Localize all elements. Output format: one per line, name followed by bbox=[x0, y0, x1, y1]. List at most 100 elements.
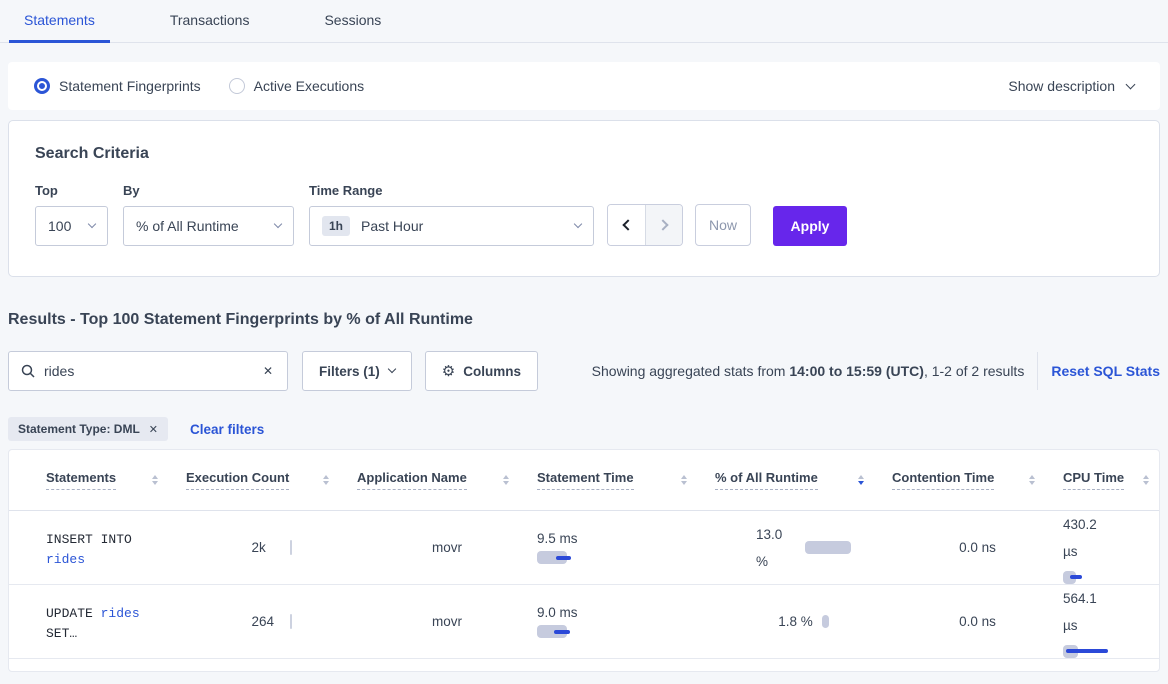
column-header-statement-time[interactable]: Statement Time bbox=[537, 450, 715, 510]
pct-runtime-bar bbox=[821, 615, 829, 628]
chevron-down-icon bbox=[387, 364, 397, 374]
statement-cell: INSERT INTO rides bbox=[46, 532, 132, 567]
statement-time-cell: 9.5 ms bbox=[537, 511, 715, 584]
by-select-value: % of All Runtime bbox=[136, 218, 239, 234]
pct-runtime-bar bbox=[805, 541, 851, 554]
next-time-button[interactable] bbox=[645, 205, 682, 245]
search-criteria-title: Search Criteria bbox=[35, 145, 149, 162]
search-criteria-card: Search Criteria Top 100 By % of All Runt… bbox=[8, 120, 1160, 277]
chevron-left-icon bbox=[622, 219, 634, 231]
filters-label: Filters (1) bbox=[319, 363, 380, 379]
time-range-select[interactable]: 1h Past Hour bbox=[309, 206, 594, 246]
statement-time-bar bbox=[537, 551, 571, 565]
reset-sql-stats-link[interactable]: Reset SQL Stats bbox=[1051, 363, 1160, 379]
column-header-execution-count[interactable]: Execution Count bbox=[186, 450, 357, 510]
results-controls: ✕ Filters (1) ⚙ Columns Showing aggregat… bbox=[8, 351, 1160, 391]
statement-cell: UPDATE rides SET… bbox=[46, 606, 140, 641]
statement-type-filter-chip: Statement Type: DML ✕ bbox=[8, 417, 169, 441]
chevron-right-icon bbox=[656, 219, 669, 231]
chevron-down-icon bbox=[1125, 79, 1136, 89]
cpu-time-cell: 564.1 µs bbox=[1063, 585, 1159, 658]
cpu-time-bar bbox=[1063, 644, 1108, 658]
pct-runtime-cell: 1.8 % bbox=[715, 585, 892, 658]
time-range-value: Past Hour bbox=[361, 218, 424, 234]
search-input[interactable] bbox=[44, 363, 261, 379]
remove-filter-icon[interactable]: ✕ bbox=[148, 423, 159, 436]
clear-search-icon[interactable]: ✕ bbox=[262, 364, 273, 378]
by-select[interactable]: % of All Runtime bbox=[123, 206, 294, 246]
application-name-cell: movr bbox=[432, 540, 462, 555]
column-header-cpu-time[interactable]: CPU Time bbox=[1063, 450, 1159, 510]
time-range-badge: 1h bbox=[322, 216, 351, 236]
statement-link[interactable]: rides bbox=[46, 552, 86, 567]
time-range-label: Time Range bbox=[309, 183, 383, 198]
radio-label: Statement Fingerprints bbox=[59, 78, 201, 94]
column-header-pct-runtime[interactable]: % of All Runtime bbox=[715, 450, 892, 510]
column-header-statements[interactable]: Statements bbox=[46, 450, 186, 510]
search-box: ✕ bbox=[8, 351, 288, 391]
sort-icon bbox=[152, 474, 158, 486]
now-button[interactable]: Now bbox=[695, 204, 751, 246]
sort-icon bbox=[681, 474, 687, 486]
previous-time-button[interactable] bbox=[608, 205, 645, 245]
chevron-down-icon bbox=[273, 219, 283, 229]
table-row: INSERT INTO rides 2k movr 9.5 ms 13.0 % … bbox=[9, 511, 1159, 585]
cpu-time-bar bbox=[1063, 570, 1082, 584]
statement-link[interactable]: rides bbox=[100, 606, 140, 621]
top-tab-bar: Statements Transactions Sessions bbox=[0, 0, 1168, 43]
filter-chip-label: Statement Type: DML bbox=[18, 422, 140, 436]
statement-time-cell: 9.0 ms bbox=[537, 585, 715, 658]
radio-label: Active Executions bbox=[253, 78, 365, 94]
exec-count-bar bbox=[289, 614, 292, 629]
clear-filters-link[interactable]: Clear filters bbox=[190, 421, 265, 437]
cpu-time-cell: 430.2 µs bbox=[1063, 511, 1159, 584]
search-icon bbox=[21, 364, 35, 378]
view-toggle-bar: Statement Fingerprints Active Executions… bbox=[8, 62, 1160, 110]
statements-table: Statements Execution Count Application N… bbox=[8, 449, 1160, 672]
application-name-cell: movr bbox=[432, 614, 462, 629]
gear-icon: ⚙ bbox=[441, 362, 456, 380]
apply-button[interactable]: Apply bbox=[773, 206, 847, 246]
execution-count-cell: 2k bbox=[186, 511, 357, 584]
show-description-toggle[interactable]: Show description bbox=[1008, 78, 1136, 94]
chevron-down-icon bbox=[87, 219, 97, 229]
results-heading: Results - Top 100 Statement Fingerprints… bbox=[8, 311, 473, 328]
radio-unselected-icon bbox=[228, 78, 245, 94]
columns-label: Columns bbox=[463, 363, 521, 379]
sort-desc-icon bbox=[858, 474, 864, 486]
columns-button[interactable]: ⚙ Columns bbox=[424, 351, 538, 391]
tab-sessions[interactable]: Sessions bbox=[324, 12, 382, 28]
show-description-label: Show description bbox=[1008, 78, 1115, 94]
contention-time-cell: 0.0 ns bbox=[959, 540, 996, 555]
radio-active-executions[interactable]: Active Executions bbox=[228, 78, 365, 94]
filters-button[interactable]: Filters (1) bbox=[302, 351, 412, 391]
tab-statements[interactable]: Statements bbox=[9, 0, 110, 43]
execution-count-cell: 264 bbox=[186, 585, 357, 658]
column-header-contention-time[interactable]: Contention Time bbox=[892, 450, 1063, 510]
sort-icon bbox=[503, 474, 509, 486]
exec-count-bar bbox=[289, 540, 292, 555]
by-label: By bbox=[123, 183, 140, 198]
column-header-application-name[interactable]: Application Name bbox=[357, 450, 537, 510]
sort-icon bbox=[323, 474, 329, 486]
divider bbox=[1037, 352, 1039, 390]
top-label: Top bbox=[35, 183, 58, 198]
sort-icon bbox=[1029, 474, 1035, 486]
radio-selected-icon bbox=[34, 78, 50, 94]
table-header-row: Statements Execution Count Application N… bbox=[9, 450, 1159, 511]
top-select[interactable]: 100 bbox=[35, 206, 108, 246]
time-pagination bbox=[607, 204, 683, 246]
filter-chip-row: Statement Type: DML ✕ Clear filters bbox=[8, 417, 1160, 441]
contention-time-cell: 0.0 ns bbox=[959, 614, 996, 629]
chevron-down-icon bbox=[573, 219, 583, 229]
sort-icon bbox=[1143, 474, 1149, 486]
tab-transactions[interactable]: Transactions bbox=[169, 12, 250, 28]
statement-time-bar bbox=[537, 625, 570, 639]
pct-runtime-cell: 13.0 % bbox=[715, 511, 892, 584]
radio-statement-fingerprints[interactable]: Statement Fingerprints bbox=[34, 78, 201, 94]
table-bottom-padding bbox=[9, 659, 1159, 671]
aggregated-stats-text: Showing aggregated stats from 14:00 to 1… bbox=[591, 363, 1025, 379]
search-criteria-fields: Top 100 By % of All Runtime Time Range 1… bbox=[35, 183, 1133, 246]
top-select-value: 100 bbox=[48, 218, 72, 234]
